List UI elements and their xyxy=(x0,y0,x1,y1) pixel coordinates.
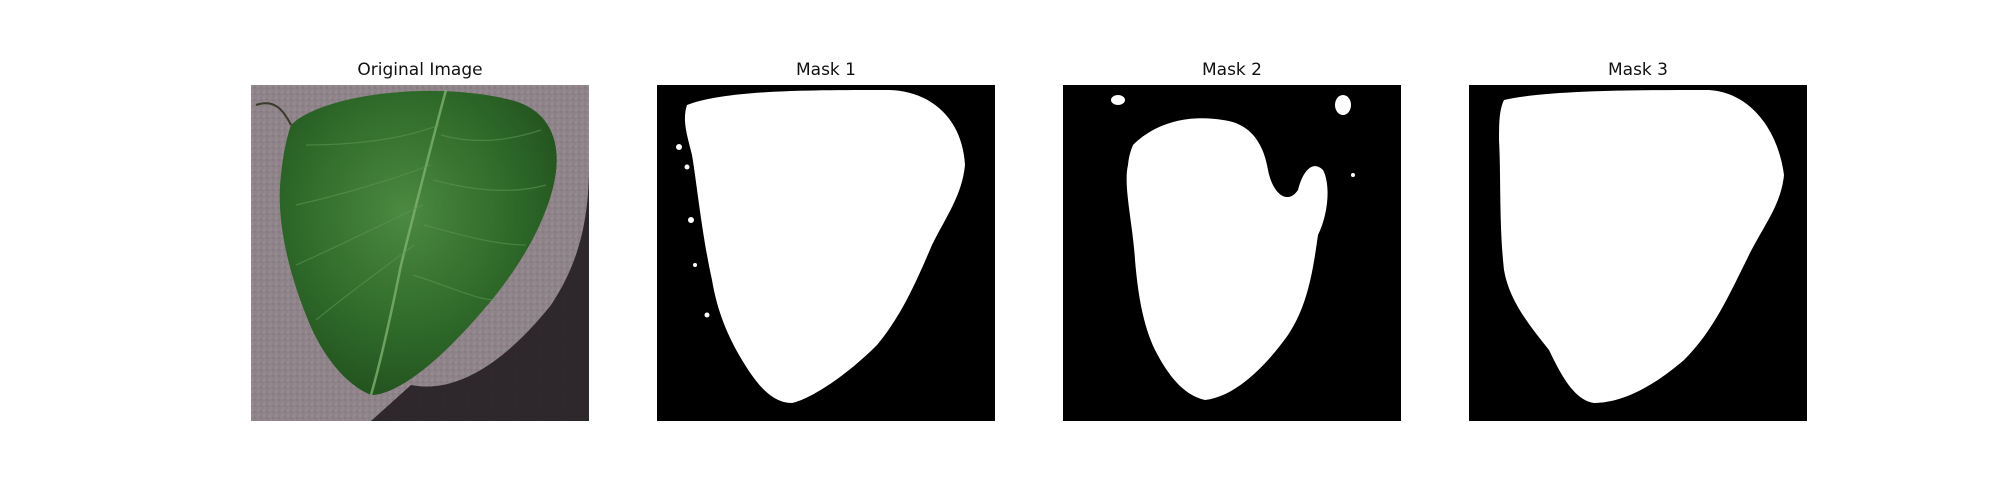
panel-title: Mask 3 xyxy=(1607,60,1668,80)
panel-title: Original Image xyxy=(357,60,483,80)
leaf-photo xyxy=(251,85,589,421)
leaf-shadow xyxy=(371,165,589,421)
panel-title: Mask 1 xyxy=(795,60,856,80)
leaf-midrib xyxy=(369,89,448,396)
mask-foreground xyxy=(684,90,965,403)
panel-mask-2: Mask 2 xyxy=(1063,59,1401,421)
mask-image xyxy=(657,85,995,421)
mask-image xyxy=(1469,85,1807,421)
mask-foreground xyxy=(1126,118,1328,400)
panel-mask-3: Mask 3 xyxy=(1469,59,1807,421)
leaf-veins xyxy=(295,124,547,321)
mask-specks xyxy=(1111,95,1355,177)
mask-image xyxy=(1063,85,1401,421)
panel-title: Mask 2 xyxy=(1201,60,1262,80)
leaf-body xyxy=(279,90,557,395)
mask-foreground xyxy=(1499,90,1784,403)
panel-mask-1: Mask 1 xyxy=(657,59,995,421)
mask-specks xyxy=(676,144,710,318)
leaf-stem xyxy=(255,102,292,126)
panel-original-image: Original Image xyxy=(251,59,589,421)
